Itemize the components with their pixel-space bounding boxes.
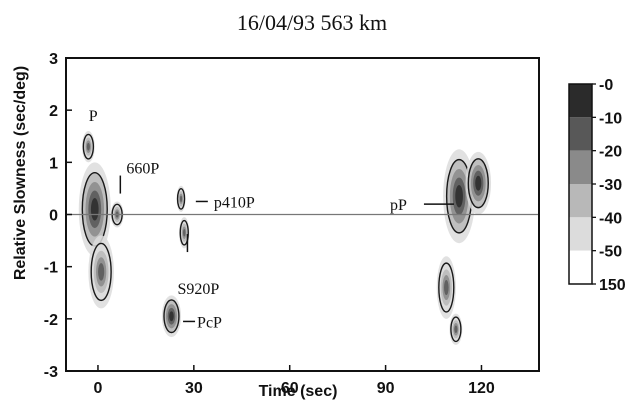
energy-contour [475,175,482,191]
colorbar-tick-label: -30 [599,177,622,194]
y-tick-label: 0 [49,208,58,225]
y-tick-label: -2 [44,312,58,329]
colorbar-tick-label: -40 [599,210,622,227]
y-tick-label: -3 [44,364,58,381]
phase-label: P [89,108,98,125]
colorbar-tick-label: -20 [599,144,622,161]
x-axis-ticks: 0 30 60 90 120 [94,365,495,397]
phase-label: p410P [214,194,255,211]
colorbar-swatch [569,84,592,118]
energy-patch [110,201,124,228]
energy-contour [86,142,90,151]
energy-patch [81,131,95,163]
x-tick-label: 120 [468,380,495,397]
phase-label: 660P [126,161,159,178]
colorbar-swatch [569,184,592,218]
colorbar-swatch [569,150,592,184]
y-axis-label: Relative Slowness (sec/deg) [12,66,29,280]
phase-label: PcP [197,314,222,331]
energy-contour [179,195,183,202]
x-tick-label: 90 [377,380,395,397]
colorbar-swatch [569,117,592,151]
y-tick-label: -1 [44,260,58,277]
energy-patch [465,151,492,215]
energy-patch [449,313,463,345]
colorbar-swatch [569,217,592,251]
colorbar-tick-label: -50 [599,244,622,261]
y-axis-ticks: 3 2 1 0 -1 -2 -3 [44,51,72,381]
phase-annotations: P 660P p410P S920P PcP pP [89,108,454,331]
colorbar: -0 -10 -20 -30 -40 -50 150 [568,77,626,294]
energy-contour [183,229,186,237]
energy-patch [161,295,182,338]
energy-contour [98,263,105,281]
x-tick-label: 60 [281,380,299,397]
y-tick-label: 1 [49,155,58,172]
energy-contour [444,280,449,296]
x-tick-label: 0 [94,380,103,397]
colorbar-tick-label: -0 [599,77,613,94]
energy-contour [169,311,174,322]
chart-title: 16/04/93 563 km [237,10,387,35]
x-tick-label: 30 [185,380,203,397]
energy-patch [88,235,114,309]
energy-contour [455,184,463,208]
energy-patch [436,256,456,319]
y-tick-label: 3 [49,51,58,68]
y-tick-label: 2 [49,103,58,120]
colorbar-tick-label: 150 [599,277,626,294]
energy-contour [90,198,99,221]
phase-label: S920P [177,281,219,298]
energy-layer [78,131,492,345]
energy-patch [176,185,186,212]
colorbar-tick-label: -10 [599,110,622,127]
phase-label: pP [390,197,407,214]
colorbar-swatch [569,250,592,284]
x-axis-label: Time (sec) [259,383,338,400]
energy-contour [454,325,458,334]
